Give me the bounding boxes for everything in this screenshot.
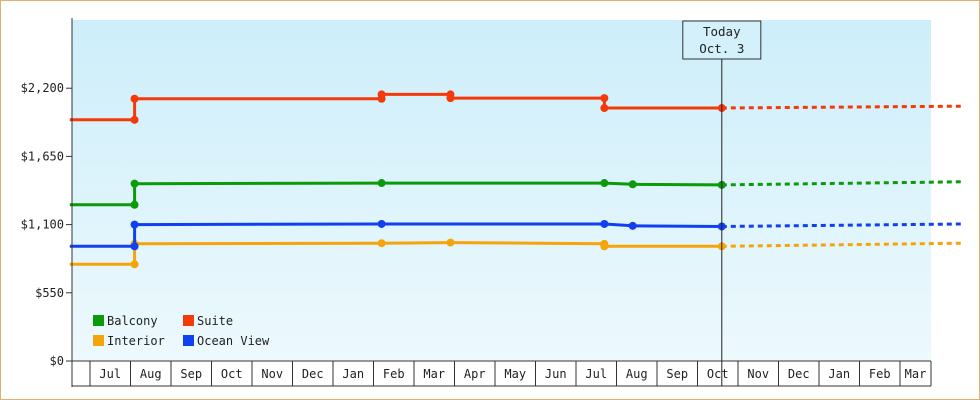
today-label: Today xyxy=(703,24,741,39)
x-tick-label: Feb xyxy=(383,367,405,381)
y-tick-label: $1,650 xyxy=(21,149,64,163)
data-point xyxy=(130,115,139,124)
series-line xyxy=(69,92,722,122)
data-point xyxy=(377,219,386,228)
series-balcony xyxy=(69,179,961,209)
data-point xyxy=(600,94,609,103)
data-point xyxy=(600,219,609,228)
data-point xyxy=(130,220,139,229)
data-point xyxy=(377,90,386,99)
data-point xyxy=(130,260,139,269)
x-tick-label: Jan xyxy=(342,367,364,381)
legend-swatch xyxy=(183,335,194,346)
legend-label: Ocean View xyxy=(197,334,270,348)
x-tick-label: Apr xyxy=(464,367,486,381)
legend-label: Balcony xyxy=(107,314,158,328)
x-tick-label: May xyxy=(504,367,526,381)
x-tick-label: Mar xyxy=(423,367,445,381)
x-tick-label: Nov xyxy=(261,367,283,381)
y-tick-label: $0 xyxy=(50,354,64,368)
x-tick-label: Jan xyxy=(828,367,850,381)
data-point xyxy=(600,242,609,251)
data-point xyxy=(628,221,637,230)
x-tick-label: Aug xyxy=(626,367,648,381)
data-point xyxy=(130,242,139,251)
x-tick-label: Aug xyxy=(140,367,162,381)
data-point xyxy=(446,238,455,247)
series-interior xyxy=(69,238,961,269)
forecast-line xyxy=(721,104,961,110)
data-point xyxy=(600,104,609,113)
today-box xyxy=(682,20,762,60)
y-tick-label: $550 xyxy=(35,286,64,300)
data-point xyxy=(628,180,637,189)
data-point xyxy=(600,179,609,188)
x-tick-label: Sep xyxy=(666,367,688,381)
today-date: Oct. 3 xyxy=(699,41,744,56)
x-tick-label: Sep xyxy=(180,367,202,381)
data-point xyxy=(130,200,139,209)
y-tick-label: $1,100 xyxy=(21,218,64,232)
x-tick-label: Jul xyxy=(99,367,121,381)
x-tick-label: Feb xyxy=(869,367,891,381)
legend-item: Balcony xyxy=(93,314,158,328)
data-point xyxy=(130,179,139,188)
forecast-line xyxy=(721,241,961,248)
legend-item: Suite xyxy=(183,314,233,328)
x-tick-label: Nov xyxy=(747,367,769,381)
y-tick-label: $2,200 xyxy=(21,81,64,95)
x-tick-label: Mar xyxy=(905,367,927,381)
legend-swatch xyxy=(93,335,104,346)
data-point xyxy=(446,94,455,103)
legend-item: Interior xyxy=(93,334,165,348)
legend-swatch xyxy=(183,315,194,326)
series-ocean-view xyxy=(69,219,961,251)
x-tick-label: Dec xyxy=(788,367,810,381)
plot-area xyxy=(72,20,931,361)
legend-item: Ocean View xyxy=(183,334,270,348)
data-point xyxy=(377,179,386,188)
x-tick-label: Oct xyxy=(221,367,243,381)
forecast-line xyxy=(721,222,961,228)
x-tick-label: Oct xyxy=(707,367,729,381)
x-tick-label: Dec xyxy=(302,367,324,381)
x-tick-label: Jul xyxy=(585,367,607,381)
data-point xyxy=(377,239,386,248)
legend-swatch xyxy=(93,315,104,326)
legend-label: Suite xyxy=(197,314,233,328)
forecast-line xyxy=(721,180,961,187)
legend-label: Interior xyxy=(107,334,165,348)
x-tick-label: Jun xyxy=(545,367,567,381)
series-suite xyxy=(69,90,961,124)
data-point xyxy=(130,94,139,103)
